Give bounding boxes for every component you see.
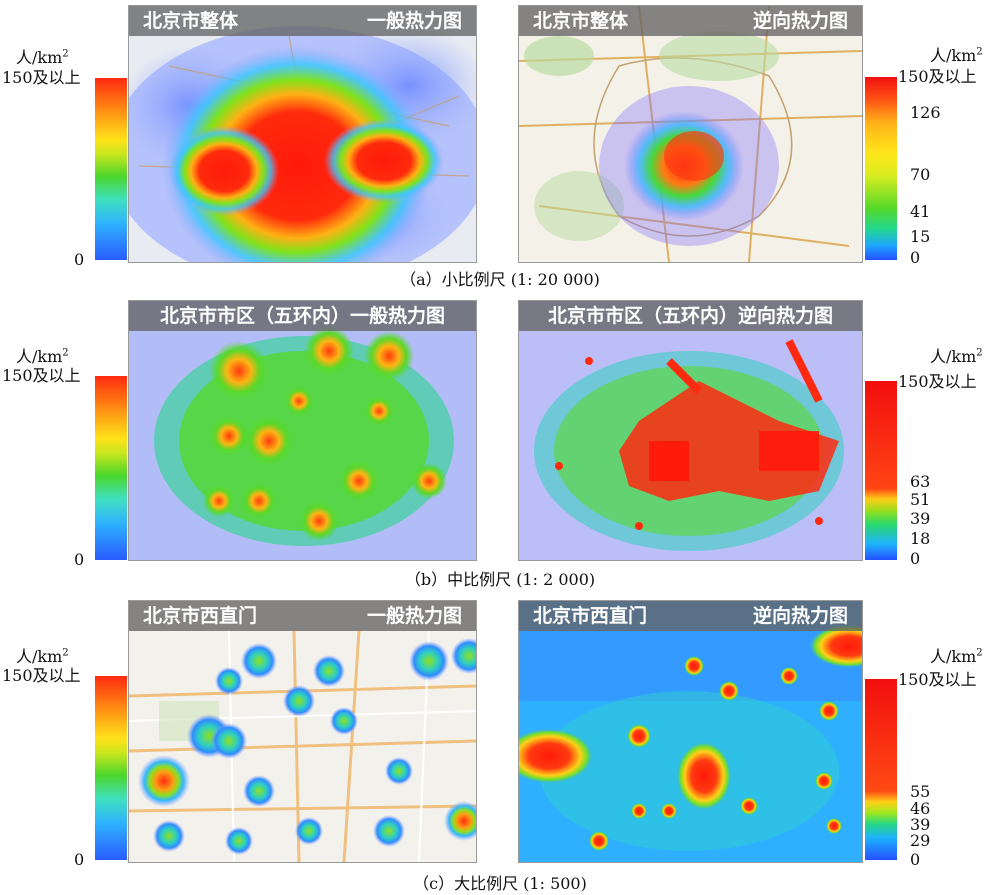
map-title: 北京市西直门 一般热力图 [129, 601, 476, 631]
map-a-reverse-heatmap: 北京市整体 逆向热力图 [518, 5, 863, 263]
legend-unit: 人/km2 [16, 347, 69, 366]
map-a-general-heatmap: 北京市整体 一般热力图 [128, 5, 477, 263]
legend-tick: 15 [910, 227, 931, 246]
caption-a: （a）小比例尺 (1: 20 000) [400, 270, 600, 289]
legend-color-bar [865, 679, 897, 860]
legend-unit: 人/km2 [930, 347, 983, 366]
heatmap-layer [519, 6, 862, 262]
legend-color-bar [95, 78, 127, 260]
legend-max-label: 150及以上 [2, 68, 81, 87]
legend-tick: 39 [910, 815, 931, 834]
legend-color-bar [865, 381, 897, 560]
heatmap-layer [129, 6, 476, 262]
heatmap-layer [129, 301, 476, 560]
heatmap-layer [519, 301, 862, 560]
legend-tick: 0 [910, 850, 921, 869]
legend-max-label: 150及以上 [2, 666, 81, 685]
legend-unit: 人/km2 [16, 48, 69, 67]
legend-tick: 29 [910, 831, 931, 850]
legend-tick: 0 [910, 549, 921, 568]
heatmap-layer [519, 601, 862, 862]
legend-max-label: 150及以上 [898, 67, 977, 86]
map-title: 北京市市区（五环内） 一般热力图 [129, 301, 476, 331]
map-title: 北京市西直门 逆向热力图 [519, 601, 862, 631]
legend-max-label: 150及以上 [898, 670, 977, 689]
map-title: 北京市市区（五环内） 逆向热力图 [519, 301, 862, 331]
legend-tick: 18 [910, 529, 931, 548]
legend-tick: 46 [910, 799, 931, 818]
legend-unit: 人/km2 [16, 647, 69, 666]
map-c-general-heatmap: 北京市西直门 一般热力图 [128, 600, 477, 863]
caption-c: （c）大比例尺 (1: 500) [413, 874, 587, 893]
legend-tick: 70 [910, 165, 931, 184]
legend-tick: 55 [910, 782, 931, 801]
legend-max-label: 150及以上 [898, 372, 977, 391]
heatmap-layer [129, 601, 476, 862]
legend-tick: 63 [910, 472, 931, 491]
map-b-reverse-heatmap: 北京市市区（五环内） 逆向热力图 [518, 300, 863, 561]
caption-b: （b）中比例尺 (1: 2 000) [404, 570, 596, 589]
legend-tick: 51 [910, 490, 931, 509]
legend-tick: 126 [910, 103, 941, 122]
legend-tick: 39 [910, 509, 931, 528]
legend-color-bar [95, 676, 127, 860]
legend-min-label: 0 [74, 850, 85, 869]
legend-min-label: 0 [74, 550, 85, 569]
legend-unit: 人/km2 [930, 46, 983, 65]
legend-max-label: 150及以上 [2, 366, 81, 385]
legend-tick: 41 [910, 202, 931, 221]
legend-color-bar [95, 376, 127, 560]
map-b-general-heatmap: 北京市市区（五环内） 一般热力图 [128, 300, 477, 561]
map-c-reverse-heatmap: 北京市西直门 逆向热力图 [518, 600, 863, 863]
map-title: 北京市整体 逆向热力图 [519, 6, 862, 36]
legend-tick: 0 [910, 248, 921, 267]
legend-min-label: 0 [74, 250, 85, 269]
map-title: 北京市整体 一般热力图 [129, 6, 476, 36]
legend-unit: 人/km2 [930, 647, 983, 666]
legend-color-bar [865, 77, 897, 260]
